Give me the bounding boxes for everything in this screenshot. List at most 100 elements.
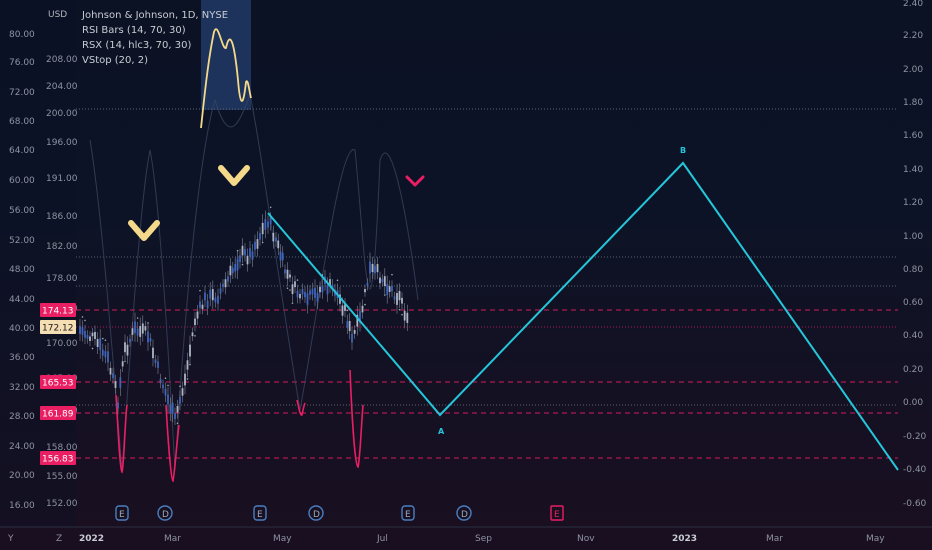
toolbar-y-button[interactable]: Y — [7, 534, 14, 544]
left-outer-tick: 44.00 — [9, 295, 35, 305]
vstop-dot — [136, 317, 139, 319]
left-outer-tick: 80.00 — [9, 30, 35, 40]
symbol-title[interactable]: Johnson & Johnson, 1D, NYSE — [82, 10, 229, 21]
left-price-tick: 208.00 — [46, 55, 78, 65]
indicator-vstop[interactable]: VStop (20, 2) — [82, 55, 149, 66]
event-marker[interactable]: E — [253, 505, 267, 521]
rsi-overbought-curve — [200, 28, 252, 129]
vstop-dot — [401, 313, 403, 316]
price-tag-label: 174.13 — [42, 307, 74, 317]
event-marker-label: D — [313, 510, 320, 520]
candle-body — [306, 293, 309, 305]
projection-line — [267, 161, 899, 471]
x-axis-tick: Sep — [475, 534, 492, 544]
event-marker[interactable]: D — [308, 505, 324, 521]
vstop-dot — [179, 385, 181, 388]
candle-body — [152, 347, 154, 359]
vstop-dot — [104, 339, 107, 342]
candle-body — [267, 221, 269, 228]
vstop-dot — [102, 337, 104, 340]
left-outer-tick: 48.00 — [9, 265, 35, 275]
vstop-dot — [186, 378, 189, 380]
candle-body — [81, 327, 84, 335]
candle-body — [204, 292, 206, 301]
vstop-dot — [286, 287, 289, 289]
candle-body — [99, 338, 102, 350]
candle-body — [174, 413, 176, 420]
event-marker[interactable]: E — [115, 505, 129, 521]
left-price-tick: 155.00 — [46, 472, 78, 482]
candle-body — [269, 218, 272, 225]
event-marker[interactable]: E — [550, 505, 564, 521]
x-axis-tick: Jul — [376, 534, 388, 544]
right-axis-tick: 1.40 — [903, 165, 923, 175]
candle-body — [129, 339, 131, 343]
candle-body — [199, 301, 201, 308]
candle-body — [191, 332, 194, 337]
candle-body — [319, 286, 321, 293]
candle-body — [201, 304, 204, 310]
left-price-tick: 191.00 — [46, 174, 78, 184]
candle-body — [369, 261, 371, 274]
candle-body — [227, 276, 229, 282]
candle-body — [209, 289, 212, 299]
vstop-dot — [364, 303, 366, 306]
left-price-tick: 204.00 — [46, 82, 78, 92]
candle-body — [351, 333, 353, 343]
candle-body — [112, 373, 114, 379]
candle-body — [296, 290, 299, 298]
candle-body — [171, 402, 174, 414]
candle-body — [314, 287, 316, 298]
left-axis-bg — [0, 0, 76, 527]
candle-body — [124, 342, 126, 353]
candle-body — [164, 388, 167, 396]
left-outer-tick: 52.00 — [9, 236, 35, 246]
candle-body — [189, 344, 191, 357]
candle-body — [91, 332, 94, 337]
candle-body — [236, 258, 239, 271]
vstop-dot — [346, 309, 349, 312]
candle-body — [239, 255, 241, 262]
left-price-tick: 200.00 — [46, 109, 78, 119]
left-outer-tick: 72.00 — [9, 88, 35, 98]
right-axis-tick: 0.00 — [903, 398, 923, 408]
candle-body — [281, 252, 284, 261]
price-tag: 165.53 — [40, 375, 76, 389]
candle-body — [329, 279, 331, 287]
right-axis: 2.40 2.20 2.00 1.80 1.60 1.40 1.20 1.00 0.80 0.60… — [903, 0, 927, 509]
candle-body — [291, 284, 294, 295]
candle-body — [326, 284, 329, 295]
candle-body — [339, 294, 341, 304]
indicator-rsi-bars[interactable]: RSI Bars (14, 70, 30) — [82, 25, 186, 36]
left-outer-tick: 32.00 — [9, 383, 35, 393]
candle-body — [379, 277, 381, 284]
vstop-dot — [81, 316, 84, 318]
candle-body — [299, 294, 301, 299]
event-marker[interactable]: D — [456, 505, 472, 521]
candle-body — [131, 328, 134, 335]
chart-legend: USD Johnson & Johnson, 1D, NYSE RSI Bars… — [48, 8, 229, 68]
right-axis-tick: 1.80 — [903, 98, 923, 108]
price-tag-label: 165.53 — [42, 379, 74, 389]
toolbar-z-button[interactable]: Z — [56, 534, 62, 544]
left-price-tick: 152.00 — [46, 499, 78, 509]
candle-body — [219, 288, 222, 294]
event-marker[interactable]: E — [401, 505, 415, 521]
right-axis-tick: 0.60 — [903, 298, 923, 308]
candle-body — [359, 311, 361, 323]
indicator-rsx[interactable]: RSX (14, hlc3, 70, 30) — [82, 40, 192, 51]
vstop-dot — [91, 347, 94, 350]
candle-body — [309, 290, 311, 295]
candle-body — [279, 251, 282, 261]
left-outer-tick: 36.00 — [9, 353, 35, 363]
candle-body — [149, 338, 152, 342]
candle-body — [304, 292, 306, 298]
right-axis-tick: 2.20 — [903, 31, 923, 41]
candle-body — [341, 305, 344, 316]
event-marker[interactable]: D — [157, 505, 173, 521]
candle-body — [284, 269, 286, 274]
price-tag: 156.83 — [40, 451, 76, 465]
